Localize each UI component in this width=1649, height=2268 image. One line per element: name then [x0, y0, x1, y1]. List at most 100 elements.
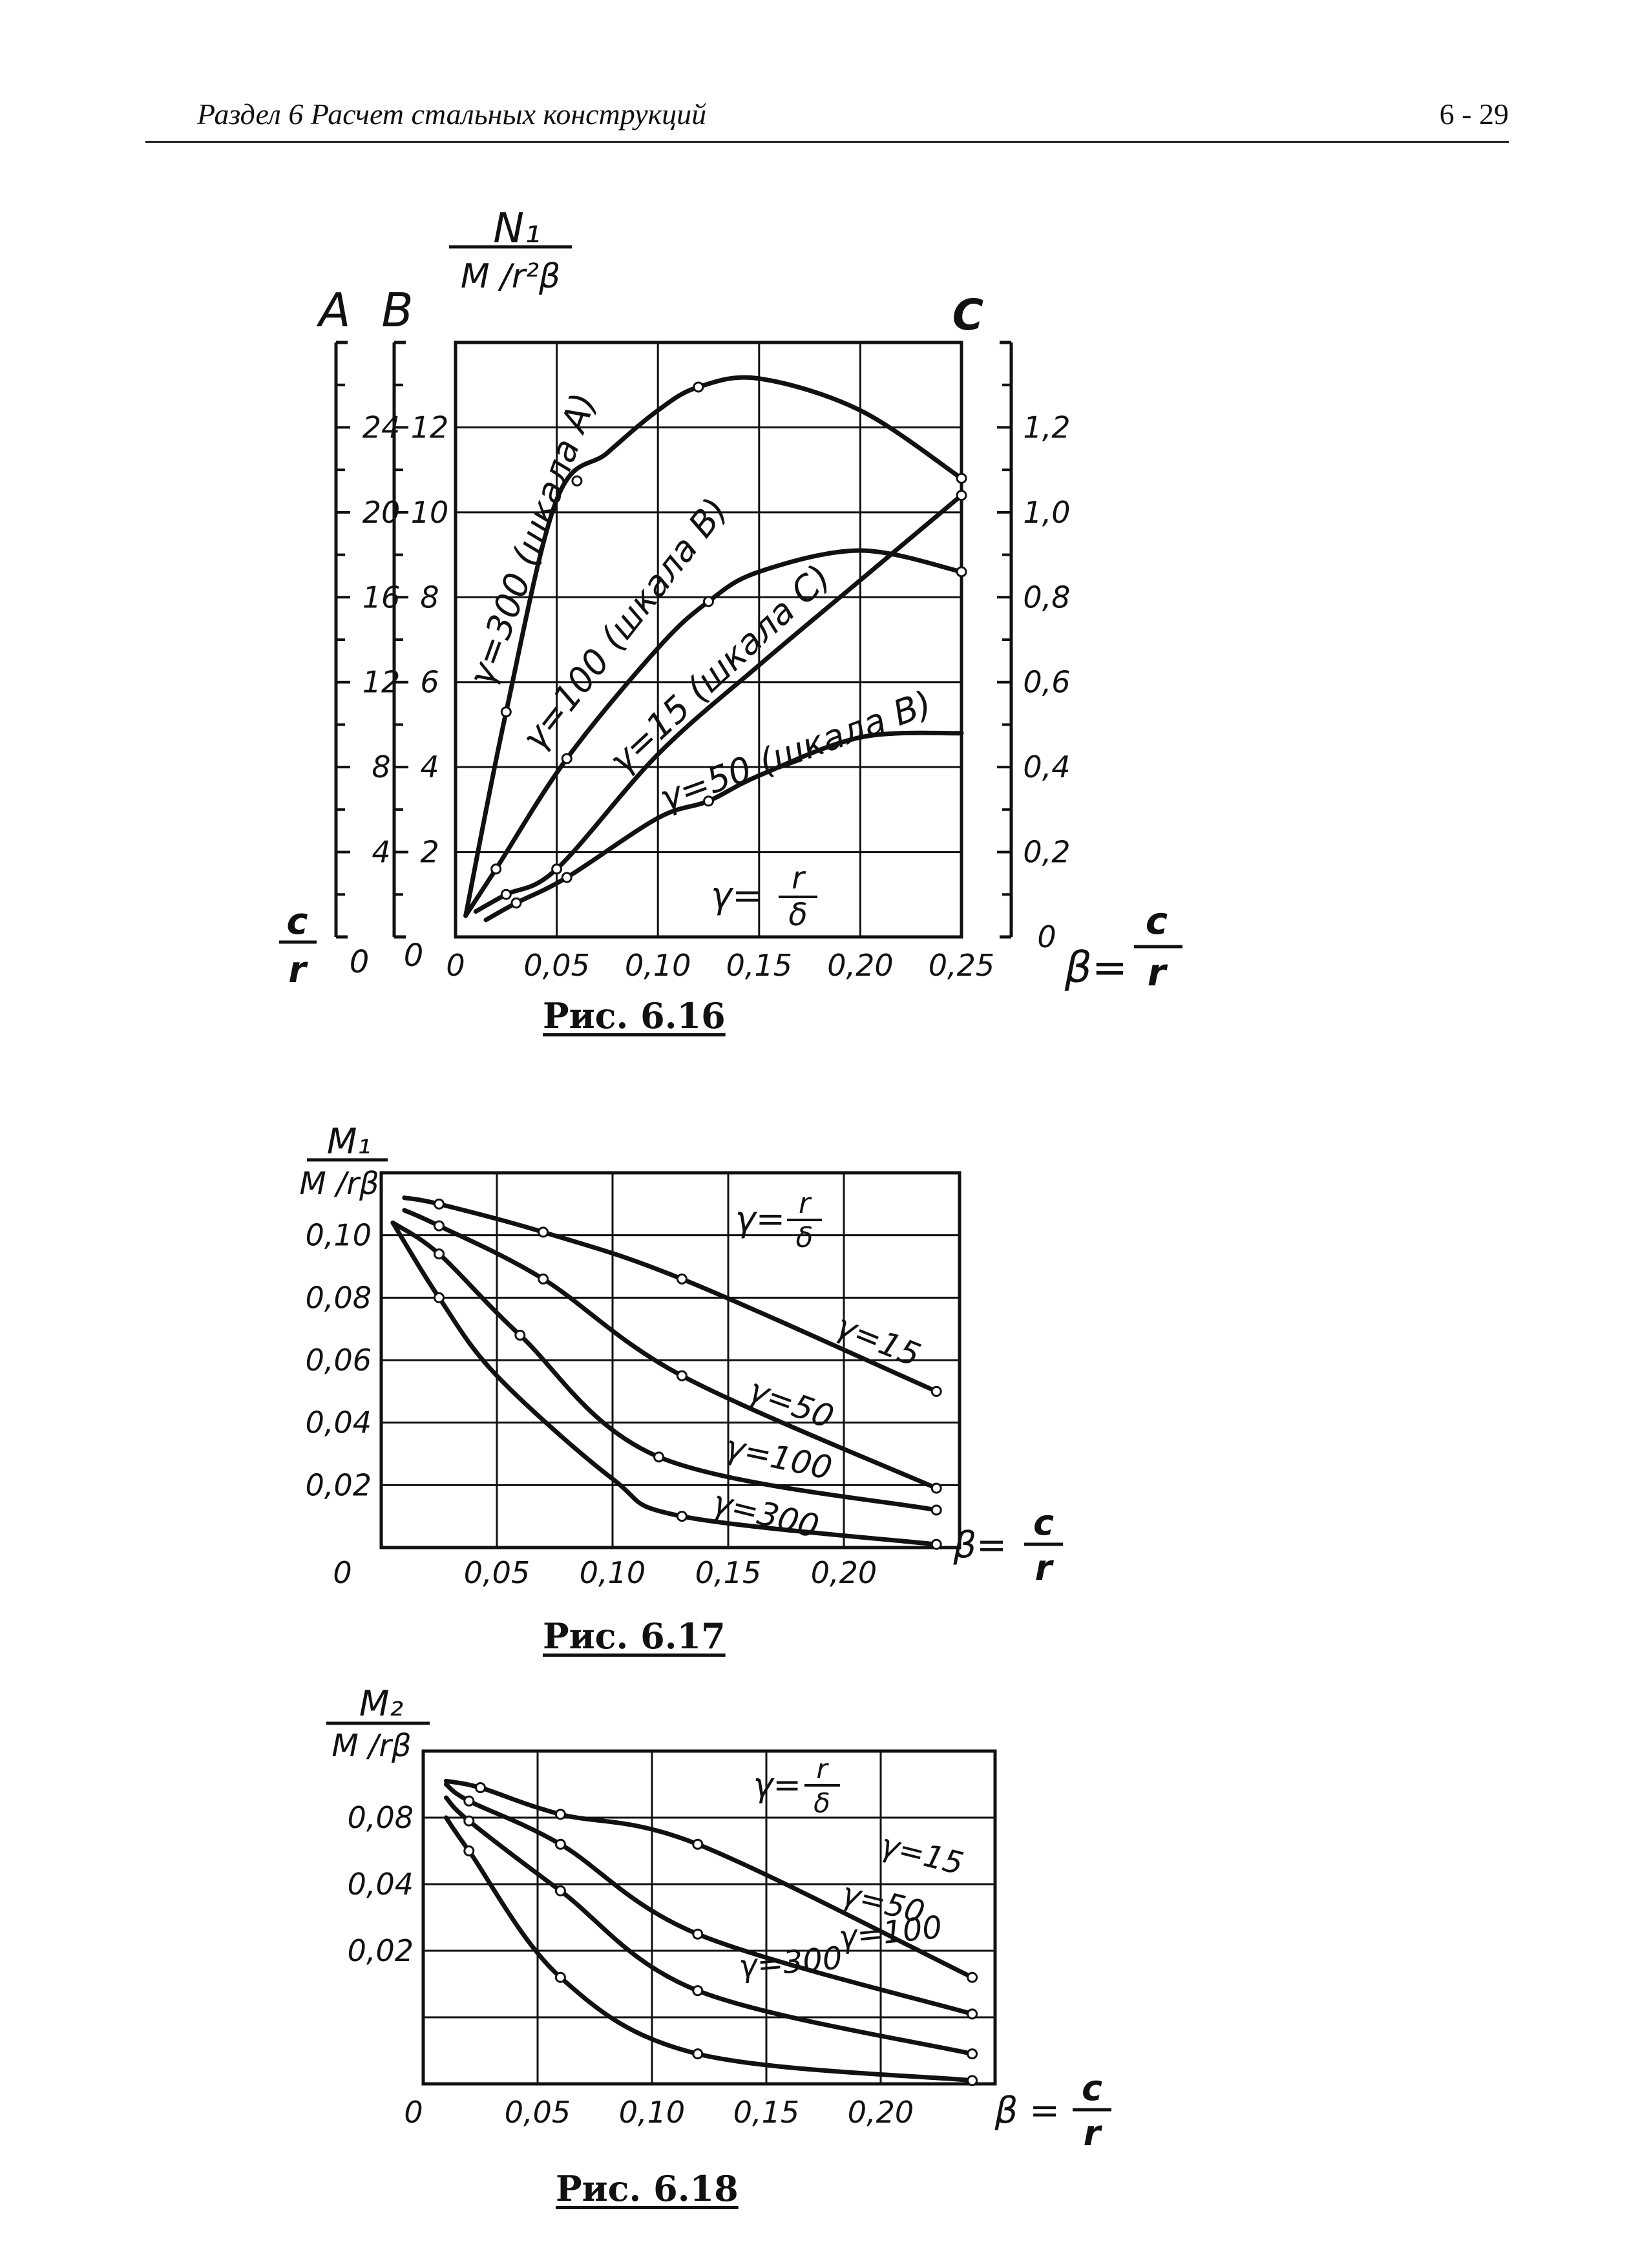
scale-c-tick-label: 0,6: [1023, 665, 1070, 700]
data-point-marker: [463, 1845, 475, 1856]
section-title: Раздел 6 Расчет стальных конструкций: [197, 98, 707, 131]
data-point-marker: [930, 1482, 942, 1494]
scale-b-tick-label: 8: [420, 580, 439, 614]
data-point-marker: [571, 475, 583, 487]
x-tick-label: 0,20: [827, 948, 893, 983]
scale-b-tick-label: 10: [411, 495, 449, 530]
data-point-marker: [653, 1451, 665, 1463]
scale-a-zero: 0: [350, 944, 370, 980]
scale-b-axis: 12 10 8 6 4 2: [392, 341, 449, 939]
scale-c-tick-label: 0,8: [1023, 580, 1070, 614]
data-point-marker: [463, 1795, 475, 1807]
data-point-marker: [692, 1838, 704, 1850]
x-tick-labels: 0 0,05 0,10 0,15 0,20: [404, 2095, 914, 2130]
grid: [379, 1171, 961, 1549]
data-point-marker: [703, 795, 714, 807]
data-point-marker: [930, 1504, 942, 1516]
data-point-marker: [500, 706, 512, 718]
x-tick-label: 0,10: [619, 2095, 685, 2130]
data-point-marker: [475, 1782, 486, 1794]
left-fraction-denominator: r: [288, 949, 308, 991]
grid: [454, 341, 963, 939]
scale-c-axis: 1,2 1,0 0,8 0,6 0,4 0,2 0: [997, 341, 1071, 954]
gamma-definition-numerator: r: [816, 1753, 829, 1785]
scale-c-tick-label: 0: [1037, 919, 1056, 954]
y-tick-label: 0,04: [306, 1405, 372, 1440]
curve-label-gamma-300: γ=300: [737, 1940, 844, 1985]
data-point-marker: [930, 1538, 942, 1550]
ylabel-denominator: M /r²β: [461, 257, 560, 296]
gamma-definition-denominator: δ: [814, 1787, 830, 1819]
x-tick-label: 0,15: [695, 1555, 761, 1590]
curve-label-gamma-15: γ=15: [877, 1827, 967, 1882]
plot-frame: [421, 1749, 997, 2086]
x-tick-label: 0,20: [811, 1555, 877, 1590]
data-point-marker: [930, 1385, 942, 1397]
data-point-marker: [967, 2075, 978, 2086]
data-point-marker: [434, 1198, 445, 1210]
y-tick-label: 0,02: [306, 1467, 372, 1502]
y-tick-label: 0,06: [306, 1343, 372, 1378]
xlabel-numerator: c: [1146, 899, 1168, 943]
header-rule: [145, 141, 1509, 143]
x-tick-label: 0,05: [523, 948, 589, 983]
figure-caption-6-16: Рис. 6.16: [543, 995, 726, 1036]
scale-a-label: A: [316, 283, 350, 337]
data-point-marker: [967, 2008, 978, 2020]
gamma-definition-numerator: r: [799, 1187, 812, 1220]
scale-b-tick-label: 4: [420, 750, 439, 784]
ylabel-denominator: M /rβ: [299, 1166, 379, 1202]
xlabel-denominator: r: [1148, 950, 1168, 994]
y-tick-labels: 0,08 0,04 0,02: [348, 1800, 414, 1968]
x-tick-labels: 0 0,05 0,10 0,15 0,20: [333, 1555, 877, 1590]
series-line-1: [463, 548, 964, 918]
data-point-marker: [676, 1273, 688, 1285]
data-point-marker: [434, 1292, 445, 1303]
scale-c-tick-label: 0,2: [1023, 835, 1070, 870]
xlabel-lhs: β=: [1064, 943, 1128, 992]
data-point-marker: [693, 381, 704, 393]
scale-b-tick-label: 6: [420, 665, 439, 700]
y-tick-label: 0,08: [348, 1800, 414, 1835]
scale-c-tick-label: 1,2: [1023, 410, 1070, 445]
data-point-marker: [956, 472, 967, 484]
xlabel-numerator: c: [1082, 2068, 1102, 2108]
x-tick-label: 0,10: [625, 948, 691, 983]
gamma-definition-denominator: δ: [788, 897, 807, 933]
data-point-marker: [434, 1248, 445, 1260]
x-tick-label: 0: [333, 1555, 352, 1590]
left-fraction-numerator: c: [286, 901, 308, 943]
x-tick-label: 0,25: [929, 948, 994, 983]
scale-a-tick-label: 8: [372, 750, 390, 784]
data-point-marker: [703, 596, 714, 607]
scale-b-tick-label: 2: [420, 835, 439, 870]
data-point-marker: [967, 2048, 978, 2060]
gamma-definition-lhs: γ=: [735, 1199, 785, 1239]
plot-frame: [454, 341, 963, 939]
data-point-marker: [561, 872, 572, 883]
gamma-definition-lhs: γ=: [711, 875, 762, 917]
data-point-marker: [434, 1220, 445, 1232]
y-tick-labels: 0,10 0,08 0,06 0,04 0,02: [306, 1218, 372, 1503]
gamma-definition-numerator: r: [792, 860, 806, 896]
data-point-marker: [538, 1226, 549, 1238]
y-tick-label: 0,04: [348, 1867, 414, 1902]
curves: [390, 1195, 942, 1550]
data-point-marker: [554, 1971, 566, 1983]
figure-6-17: M₁ M /rβ 0,100,080,060,040,02 0 0,05 0,10 0…: [299, 1121, 1063, 1590]
x-tick-label: 0: [404, 2095, 423, 2130]
x-tick-label: 0: [446, 948, 465, 983]
data-point-marker: [490, 863, 502, 875]
data-point-marker: [561, 753, 572, 764]
x-tick-label: 0,10: [580, 1555, 646, 1590]
data-point-marker: [967, 1971, 978, 1983]
xlabel-lhs: β=: [952, 1524, 1007, 1566]
data-point-marker: [500, 888, 512, 900]
figure-caption-6-18: Рис. 6.18: [556, 2168, 739, 2209]
x-tick-label: 0,15: [726, 948, 792, 983]
gamma-definition-lhs: γ=: [753, 1766, 801, 1805]
ylabel-denominator: M /rβ: [331, 1728, 411, 1764]
x-tick-label: 0,15: [733, 2095, 799, 2130]
figure-caption-6-17: Рис. 6.17: [543, 1615, 726, 1657]
